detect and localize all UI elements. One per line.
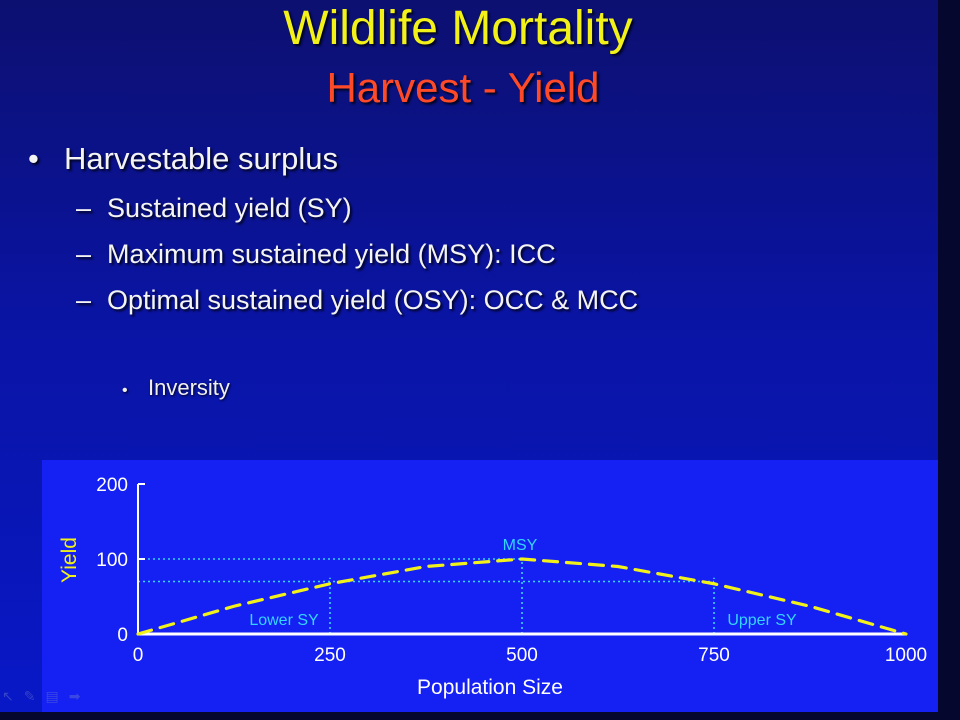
annotation-label: Lower SY [249, 612, 319, 629]
sub-sub-bullet-text: Inversity [148, 375, 230, 400]
slide-title: Wildlife Mortality [283, 2, 633, 55]
x-tick-label: 750 [698, 645, 730, 666]
projector-edge-bottom [0, 712, 960, 720]
annotation-label: MSY [503, 537, 538, 554]
y-axis-title: Yield [58, 537, 81, 583]
sub-bullet-osy: – Optimal sustained yield (OSY): OCC & MC… [76, 283, 638, 317]
sub-bullet-text: Optimal sustained yield (OSY): OCC & MCC [107, 285, 639, 315]
slide-subtitle: Harvest - Yield [326, 64, 600, 111]
yield-chart: 0 100 200 0 250 500 750 1000 Population Size Yiel… [58, 475, 927, 699]
x-tick-label: 500 [506, 645, 538, 666]
bullet-text: Harvestable surplus [64, 141, 338, 176]
sub-bullet-text: Maximum sustained yield (MSY): ICC [107, 239, 556, 269]
next-arrow-icon[interactable]: ➡ [68, 688, 81, 704]
sub-bullet-text: Sustained yield (SY) [107, 193, 352, 223]
annotation-label: Upper SY [727, 612, 797, 629]
yield-chart-panel: 0 100 200 0 250 500 750 1000 Population Size Yiel… [42, 460, 938, 712]
sub-sub-bullet-inversity: • Inversity [122, 374, 230, 405]
bullet-harvestable-surplus: • Harvestable surplus [28, 140, 338, 178]
sub-bullet-sustained-yield: – Sustained yield (SY) [76, 191, 352, 225]
sub-sub-bullet-marker: • [122, 382, 128, 399]
sub-bullet-marker: – [76, 193, 92, 223]
sub-bullet-marker: – [76, 285, 92, 315]
y-tick-label: 0 [117, 625, 128, 646]
sub-bullet-msy: – Maximum sustained yield (MSY): ICC [76, 237, 556, 271]
x-tick-label: 0 [133, 645, 144, 666]
x-tick-label: 250 [314, 645, 346, 666]
x-axis-title: Population Size [417, 676, 563, 699]
projector-edge-right [938, 0, 960, 720]
slideshow-toolbar[interactable]: ↖ ✎ ▤ ➡ [2, 688, 80, 705]
x-tick-label: 1000 [885, 645, 927, 666]
slides-icon[interactable]: ▤ [45, 688, 59, 704]
bullet-marker: • [28, 141, 39, 176]
y-tick-label: 100 [96, 550, 128, 571]
pen-icon[interactable]: ✎ [23, 688, 36, 704]
sub-bullet-marker: – [76, 239, 92, 269]
pointer-icon[interactable]: ↖ [2, 688, 14, 704]
y-tick-label: 200 [96, 475, 128, 496]
